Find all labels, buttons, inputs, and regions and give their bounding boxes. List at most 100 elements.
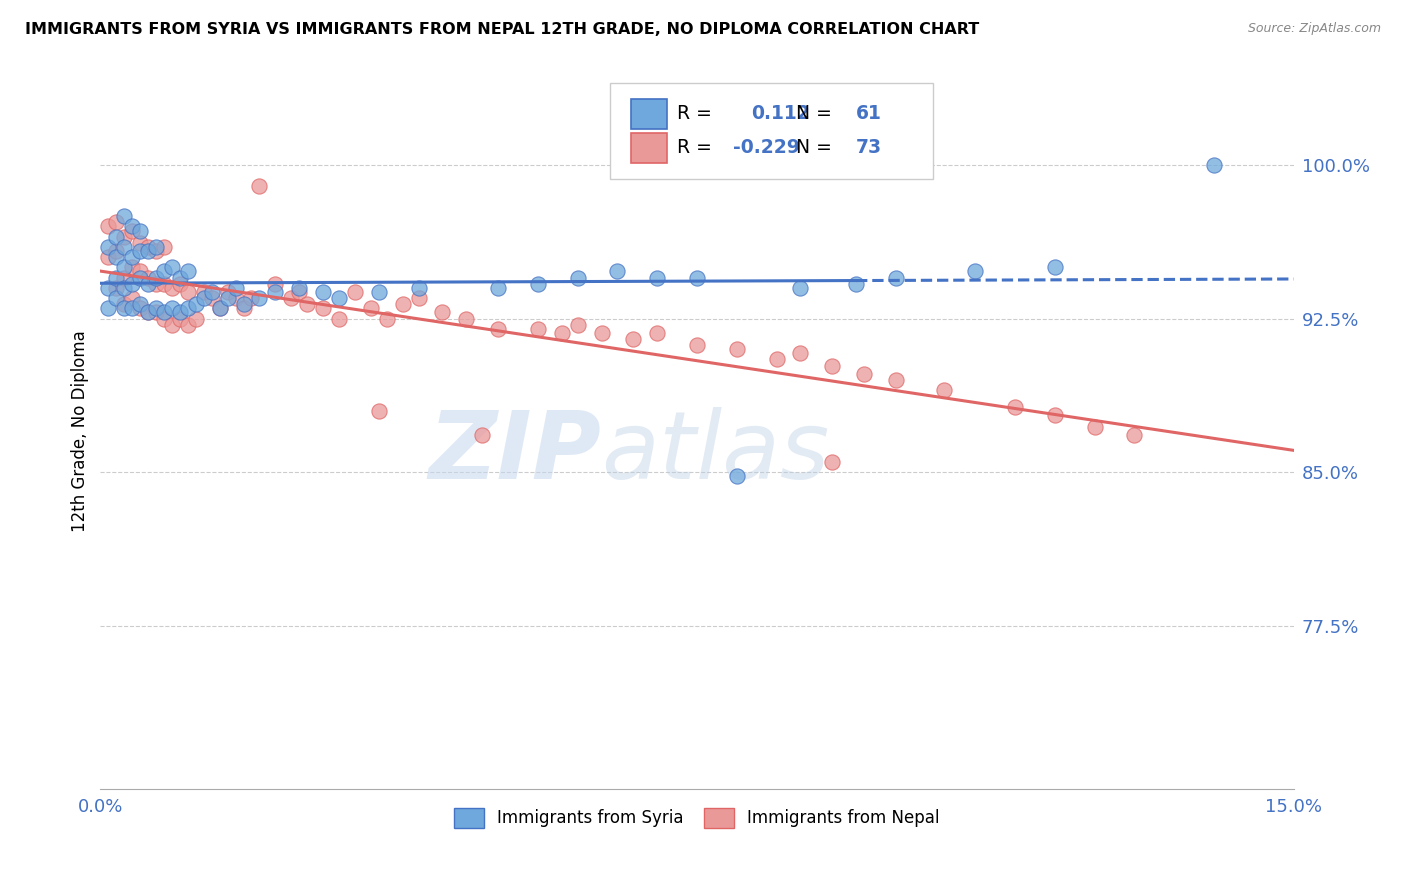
Point — [527, 277, 550, 291]
Point — [112, 240, 135, 254]
Point — [112, 301, 135, 316]
Point — [606, 264, 628, 278]
Point — [184, 311, 207, 326]
Point — [136, 240, 159, 254]
Point — [160, 318, 183, 332]
Point — [280, 291, 302, 305]
Point — [153, 277, 176, 291]
Point — [129, 235, 152, 250]
Point — [112, 281, 135, 295]
Point — [264, 285, 287, 299]
Point — [136, 244, 159, 258]
Point — [932, 383, 955, 397]
Point — [240, 291, 263, 305]
Text: N =: N = — [796, 103, 832, 122]
Point — [1043, 408, 1066, 422]
Point — [789, 346, 811, 360]
Point — [486, 322, 509, 336]
Point — [105, 291, 128, 305]
Point — [789, 281, 811, 295]
Point — [821, 359, 844, 373]
Text: R =: R = — [676, 103, 711, 122]
Point — [765, 352, 787, 367]
Point — [725, 343, 748, 357]
Text: 0.112: 0.112 — [751, 103, 810, 122]
Point — [201, 291, 224, 305]
Point — [129, 244, 152, 258]
Point — [645, 326, 668, 340]
Point — [249, 291, 271, 305]
Point — [184, 297, 207, 311]
Point — [153, 240, 176, 254]
Point — [432, 305, 454, 319]
Point — [1123, 428, 1146, 442]
Text: atlas: atlas — [602, 407, 830, 498]
Point — [208, 301, 231, 316]
Point — [97, 240, 120, 254]
Point — [408, 281, 430, 295]
Point — [1202, 158, 1225, 172]
Point — [145, 270, 167, 285]
Point — [1043, 260, 1066, 275]
Point — [367, 285, 389, 299]
Point — [853, 367, 876, 381]
FancyBboxPatch shape — [631, 133, 666, 163]
Point — [153, 311, 176, 326]
Point — [105, 215, 128, 229]
Point — [567, 270, 589, 285]
Point — [193, 291, 215, 305]
Point — [193, 285, 215, 299]
Point — [112, 297, 135, 311]
Point — [112, 270, 135, 285]
Text: IMMIGRANTS FROM SYRIA VS IMMIGRANTS FROM NEPAL 12TH GRADE, NO DIPLOMA CORRELATIO: IMMIGRANTS FROM SYRIA VS IMMIGRANTS FROM… — [25, 22, 980, 37]
Point — [884, 373, 907, 387]
Point — [249, 178, 271, 193]
Text: 73: 73 — [856, 138, 882, 157]
Point — [121, 291, 143, 305]
Point — [97, 281, 120, 295]
Point — [408, 291, 430, 305]
Text: Source: ZipAtlas.com: Source: ZipAtlas.com — [1247, 22, 1381, 36]
Point — [527, 322, 550, 336]
Point — [621, 332, 644, 346]
Point — [177, 264, 200, 278]
Point — [217, 285, 239, 299]
Point — [136, 305, 159, 319]
Point — [225, 281, 247, 295]
Point — [1004, 400, 1026, 414]
Point — [360, 301, 382, 316]
Point — [105, 244, 128, 258]
Point — [725, 469, 748, 483]
Text: ZIP: ZIP — [429, 407, 602, 499]
Point — [145, 305, 167, 319]
Point — [97, 219, 120, 234]
Point — [97, 301, 120, 316]
Point — [129, 297, 152, 311]
Point — [264, 277, 287, 291]
Point — [845, 277, 868, 291]
Point — [121, 250, 143, 264]
Text: R =: R = — [676, 138, 711, 157]
Point — [160, 281, 183, 295]
Point — [288, 281, 311, 295]
Point — [153, 264, 176, 278]
Point — [136, 305, 159, 319]
Point — [129, 264, 152, 278]
Point — [328, 311, 350, 326]
Point — [97, 250, 120, 264]
Point — [225, 291, 247, 305]
Point — [169, 305, 191, 319]
Point — [129, 270, 152, 285]
Point — [112, 209, 135, 223]
Point — [129, 223, 152, 237]
Point — [232, 301, 254, 316]
Point — [208, 301, 231, 316]
FancyBboxPatch shape — [631, 99, 666, 128]
Point — [884, 270, 907, 285]
Point — [177, 285, 200, 299]
Point — [136, 270, 159, 285]
Point — [551, 326, 574, 340]
Point — [105, 281, 128, 295]
Point — [145, 244, 167, 258]
Point — [105, 229, 128, 244]
